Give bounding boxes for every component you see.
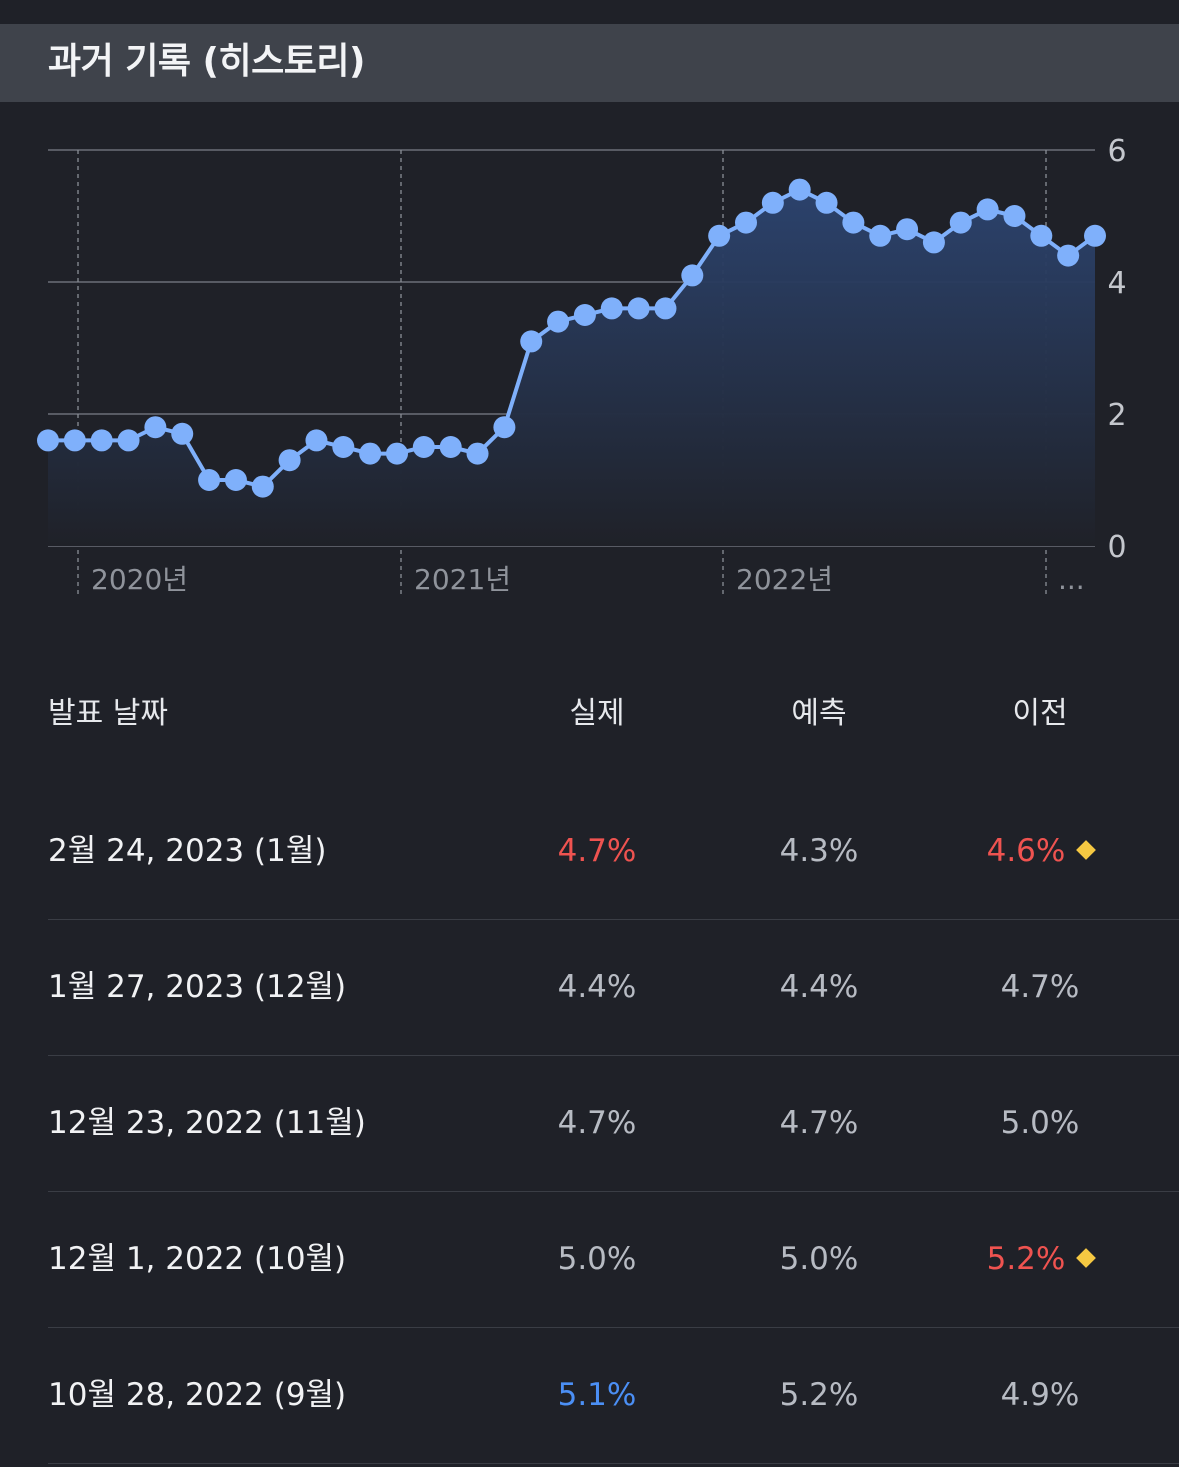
previous-value-text: 4.7% [1000, 969, 1080, 1005]
previous-value-cell: 4.9% [930, 1328, 1150, 1462]
data-point[interactable] [976, 198, 999, 221]
header-forecast: 예측 [791, 696, 847, 731]
data-point[interactable] [332, 436, 355, 458]
data-point[interactable] [37, 429, 59, 452]
y-tick-label: 4 [1107, 266, 1126, 301]
actual-value-cell: 5.1% [557, 1377, 637, 1413]
data-point[interactable] [63, 429, 86, 452]
row-divider [48, 1463, 1179, 1464]
previous-value-text: 5.0% [1000, 1105, 1080, 1141]
previous-value-cell: 4.6% [930, 784, 1150, 918]
chart-x-axis-labels: 2020년 2021년 2022년... [91, 563, 1085, 596]
data-point[interactable] [439, 436, 462, 458]
forecast-value-cell: 5.0% [779, 1241, 859, 1277]
previous-value-text: 5.2% [986, 1241, 1066, 1277]
data-point[interactable] [922, 231, 945, 254]
data-point[interactable] [949, 211, 972, 234]
actual-value-cell: 4.4% [557, 969, 637, 1005]
data-point[interactable] [198, 469, 221, 491]
data-point[interactable] [1003, 205, 1026, 227]
data-point[interactable] [520, 330, 543, 353]
y-tick-label: 0 [1107, 530, 1126, 565]
release-date-cell: 1월 27, 2023 (12월) [48, 969, 347, 1005]
data-point[interactable] [117, 429, 140, 452]
previous-value-cell: 4.7% [930, 920, 1150, 1054]
history-section-header: 과거 기록 (히스토리) [0, 24, 1179, 102]
data-point[interactable] [735, 211, 757, 234]
row-divider [48, 919, 1179, 920]
table-row[interactable]: 1월 27, 2023 (12월) 4.4% 4.4% 4.7% [0, 920, 1179, 1056]
data-point[interactable] [600, 297, 623, 320]
table-row[interactable]: 12월 23, 2022 (11월) 4.7% 4.7% 5.0% [0, 1056, 1179, 1192]
release-date-cell: 2월 24, 2023 (1월) [48, 833, 327, 869]
data-point[interactable] [251, 475, 274, 498]
data-point[interactable] [815, 191, 838, 214]
actual-value-cell: 4.7% [557, 833, 637, 869]
data-point[interactable] [1057, 244, 1080, 267]
forecast-value-cell: 5.2% [779, 1377, 859, 1413]
data-point[interactable] [278, 449, 301, 472]
forecast-value-cell: 4.4% [779, 969, 859, 1005]
history-section-title: 과거 기록 (히스토리) [48, 41, 365, 82]
diamond-icon [1076, 839, 1097, 860]
previous-value-cell: 5.2% [930, 1192, 1150, 1326]
x-tick-label: 2021년 [414, 563, 511, 596]
row-divider [48, 1191, 1179, 1192]
data-point[interactable] [547, 310, 570, 333]
data-point[interactable] [708, 224, 731, 247]
actual-value-cell: 4.7% [557, 1105, 637, 1141]
release-date-cell: 12월 23, 2022 (11월) [48, 1105, 366, 1141]
release-date-cell: 12월 1, 2022 (10월) [48, 1241, 347, 1277]
header-release-date: 발표 날짜 [48, 696, 168, 731]
chart-y-axis-labels: 6 4 2 0 [1107, 134, 1126, 565]
y-tick-label: 2 [1107, 398, 1126, 433]
data-point[interactable] [493, 416, 516, 439]
chart-area-fill [48, 189, 1095, 546]
x-tick-label: ... [1058, 563, 1085, 596]
data-point[interactable] [869, 224, 892, 247]
previous-value-text: 4.9% [1000, 1377, 1080, 1413]
table-header: 발표 날짜 실제 예측 이전 [0, 668, 1179, 760]
data-point[interactable] [412, 436, 435, 458]
chart-series-line [48, 187, 1097, 489]
data-point[interactable] [1030, 224, 1053, 247]
data-point[interactable] [788, 178, 811, 201]
forecast-value-cell: 4.7% [779, 1105, 859, 1141]
x-tick-label: 2022년 [736, 563, 833, 596]
actual-value-cell: 5.0% [557, 1241, 637, 1277]
data-point[interactable] [171, 422, 194, 445]
previous-value-cell: 5.0% [930, 1056, 1150, 1190]
y-tick-label: 6 [1107, 134, 1126, 169]
data-point[interactable] [359, 442, 382, 465]
chart-points [37, 178, 1106, 498]
forecast-value-cell: 4.3% [779, 833, 859, 869]
history-chart: 6 4 2 0 2020년 2021년 2022년... [37, 134, 1127, 598]
data-point[interactable] [224, 469, 247, 491]
data-point[interactable] [627, 297, 650, 320]
header-actual: 실제 [569, 696, 625, 731]
data-point[interactable] [654, 297, 677, 320]
release-date-cell: 10월 28, 2022 (9월) [48, 1377, 347, 1413]
x-tick-label: 2020년 [91, 563, 188, 596]
data-point[interactable] [896, 218, 919, 241]
data-point[interactable] [305, 429, 328, 452]
table-row[interactable]: 12월 1, 2022 (10월) 5.0% 5.0% 5.2% [0, 1192, 1179, 1328]
data-point[interactable] [386, 442, 408, 465]
data-point[interactable] [90, 429, 113, 452]
data-point[interactable] [1084, 224, 1106, 247]
row-divider [48, 1327, 1179, 1328]
data-point[interactable] [681, 264, 704, 287]
data-point[interactable] [573, 304, 596, 326]
data-point[interactable] [761, 191, 784, 214]
table-row[interactable]: 10월 28, 2022 (9월) 5.1% 5.2% 4.9% [0, 1328, 1179, 1464]
row-divider [48, 1055, 1179, 1056]
header-previous: 이전 [1012, 696, 1068, 731]
data-point[interactable] [842, 211, 865, 234]
previous-value-text: 4.6% [986, 833, 1066, 869]
table-row[interactable]: 2월 24, 2023 (1월) 4.7% 4.3% 4.6% [0, 784, 1179, 920]
diamond-icon [1076, 1247, 1097, 1268]
data-point[interactable] [144, 416, 167, 439]
data-point[interactable] [466, 442, 489, 465]
